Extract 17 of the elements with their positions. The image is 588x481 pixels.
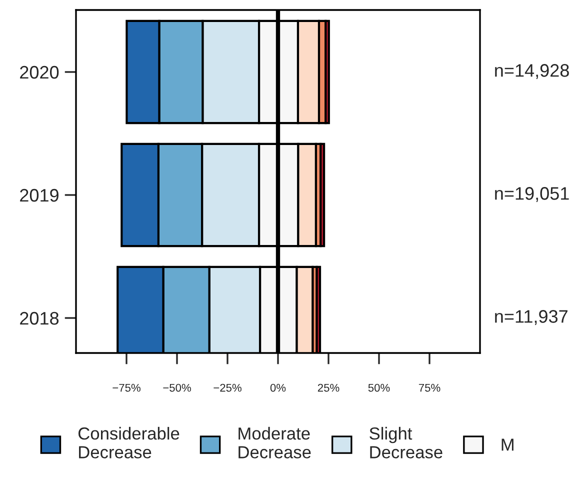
x-tick-label: 75%: [418, 384, 440, 392]
text: n=14,928: [495, 64, 569, 79]
x-tick-label: 50%: [368, 384, 390, 392]
x-tick-label: 0%: [270, 384, 286, 392]
x-tick-label: −25%: [214, 384, 242, 392]
legend-label: Slight Decrease: [370, 426, 442, 458]
text: n=19,051: [495, 187, 569, 202]
y-tick-label: 2018: [20, 312, 59, 325]
legend-label: M: [502, 438, 514, 451]
text: n=11,937: [495, 310, 568, 325]
legend-label: Moderate Decrease: [238, 426, 311, 458]
x-tick-label: 25%: [318, 384, 340, 392]
y-tick-label: 2020: [20, 66, 59, 79]
legend-label: Considerable Decrease: [78, 426, 180, 458]
x-tick-label: −75%: [112, 384, 140, 392]
y-tick-label: 2019: [20, 188, 58, 202]
x-tick-label: −50%: [163, 384, 191, 392]
